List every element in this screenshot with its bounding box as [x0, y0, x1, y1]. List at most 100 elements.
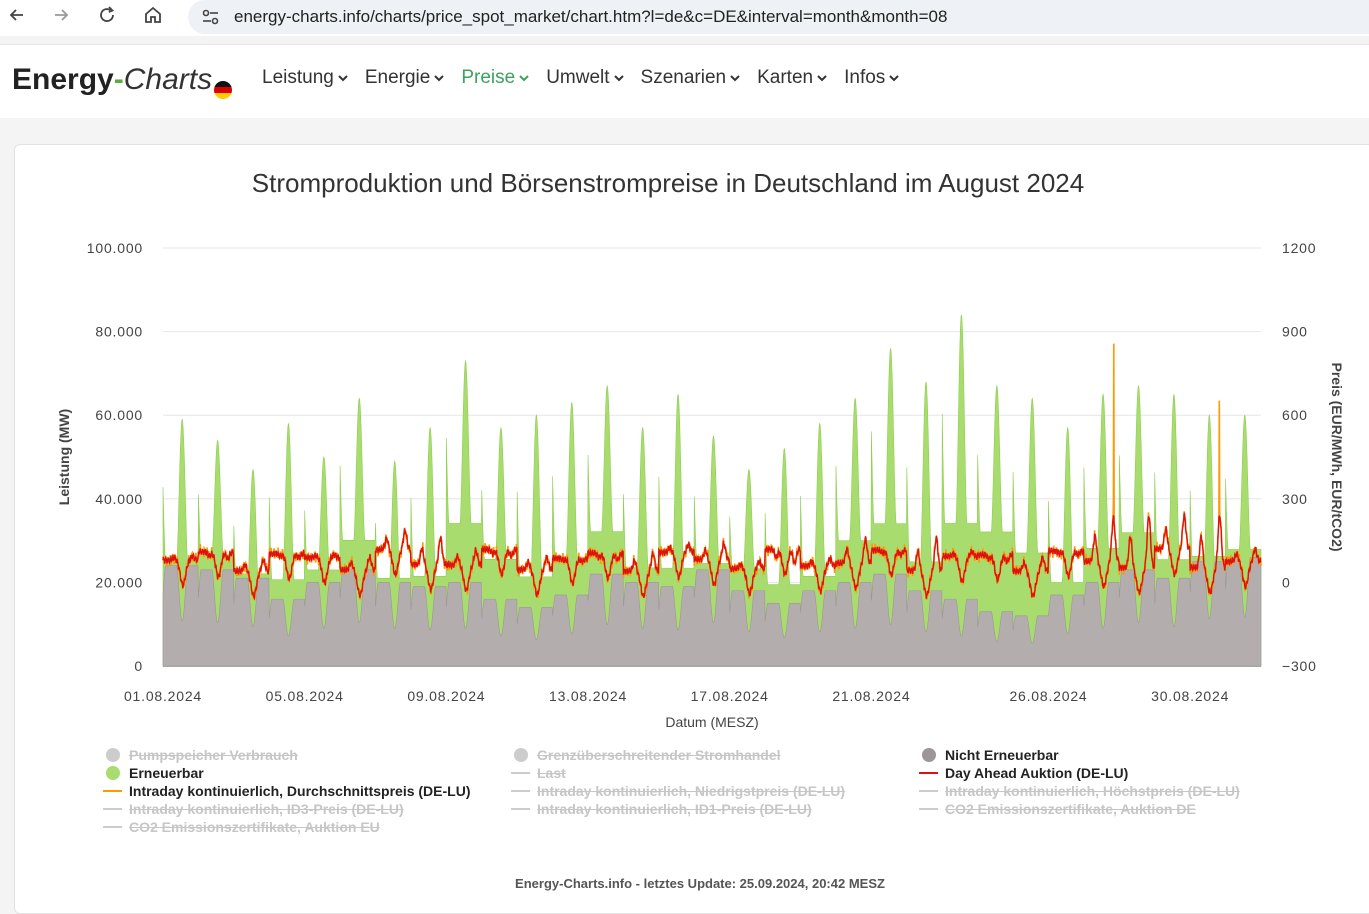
y-tick-label-left: 40.000: [95, 491, 143, 507]
back-icon[interactable]: [2, 0, 32, 30]
chevron-down-icon: [889, 75, 900, 82]
menu-item-infos[interactable]: Infos: [844, 67, 900, 89]
x-tick-label: 05.08.2024: [266, 688, 344, 704]
legend-item[interactable]: Intraday kontinuierlich, Niedrigstpreis …: [511, 782, 845, 800]
legend-dot-icon: [919, 748, 937, 762]
y-tick-label-right: 1200: [1282, 240, 1316, 256]
legend-item[interactable]: Grenzüberschreitender Stromhandel: [511, 746, 845, 764]
legend-label: CO2 Emissionszertifikate, Auktion DE: [945, 801, 1196, 817]
legend-line-icon: [511, 784, 530, 798]
menu-item-preise[interactable]: Preise: [461, 67, 530, 89]
menu-item-label: Karten: [757, 67, 814, 88]
x-axis-title: Datum (MESZ): [665, 714, 758, 730]
x-tick-label: 09.08.2024: [407, 688, 485, 704]
y-tick-label-left: 80.000: [95, 324, 143, 340]
x-tick-label: 30.08.2024: [1151, 688, 1229, 704]
menu-item-szenarien[interactable]: Szenarien: [641, 67, 742, 89]
legend-label: Nicht Erneuerbar: [945, 747, 1059, 763]
site-header: Energy-Charts Leistung Energie Preise Umwel…: [0, 44, 1369, 118]
legend-line-icon: [103, 820, 122, 834]
legend-item[interactable]: Intraday kontinuierlich, Höchstpreis (DE…: [919, 782, 1240, 800]
legend-line-icon: [103, 802, 122, 816]
x-tick-label: 26.08.2024: [1009, 688, 1087, 704]
legend-item[interactable]: Intraday kontinuierlich, ID1-Preis (DE-L…: [511, 800, 845, 818]
menu-item-label: Szenarien: [640, 67, 727, 88]
logo-dash: -: [113, 63, 124, 96]
logo-charts: Charts: [123, 63, 213, 96]
home-icon[interactable]: [138, 0, 168, 30]
menu-item-label: Preise: [461, 67, 516, 88]
legend-item[interactable]: Last: [511, 764, 845, 782]
chevron-down-icon: [434, 75, 445, 82]
series-erneuerbar-area[interactable]: [162, 314, 1262, 667]
legend-label: Intraday kontinuierlich, Durchschnittspr…: [129, 783, 471, 799]
legend-item[interactable]: CO2 Emissionszertifikate, Auktion DE: [919, 800, 1240, 818]
legend-item[interactable]: Erneuerbar: [103, 764, 471, 782]
chevron-down-icon: [613, 75, 624, 82]
legend-dot-icon: [511, 748, 529, 762]
legend-label: Intraday kontinuierlich, ID3-Preis (DE-L…: [129, 801, 404, 817]
legend-label: Grenzüberschreitender Stromhandel: [537, 747, 781, 763]
legend-label: Intraday kontinuierlich, Niedrigstpreis …: [537, 783, 846, 799]
main-menu: Leistung Energie Preise Umwelt Szenarien Kart…: [262, 67, 916, 89]
legend-line-icon: [511, 766, 530, 780]
legend-line-icon: [919, 784, 938, 798]
menu-item-label: Leistung: [262, 67, 334, 88]
menu-item-label: Infos: [844, 67, 886, 88]
y-tick-label-right: 600: [1282, 407, 1308, 423]
series-dayahead-line[interactable]: [162, 512, 1262, 601]
legend-line-icon: [919, 766, 938, 780]
legend-item[interactable]: Intraday kontinuierlich, ID3-Preis (DE-L…: [103, 800, 471, 818]
menu-item-label: Energie: [364, 67, 431, 88]
legend-dot-icon: [103, 748, 121, 762]
chevron-down-icon: [338, 75, 348, 82]
legend-item[interactable]: Nicht Erneuerbar: [919, 746, 1240, 764]
footer-update-info: Energy-Charts.info - letztes Update: 25.…: [515, 876, 885, 891]
y-tick-label-right: 300: [1282, 491, 1308, 507]
legend-label: Day Ahead Auktion (DE-LU): [945, 765, 1129, 781]
legend-item[interactable]: Intraday kontinuierlich, Durchschnittspr…: [103, 782, 471, 800]
y-tick-label-right: 0: [1282, 574, 1291, 590]
address-bar[interactable]: energy-charts.info/charts/price_spot_mar…: [188, 0, 1369, 34]
y-tick-label-left: 20.000: [95, 574, 143, 590]
legend-line-icon: [103, 784, 122, 798]
menu-item-energie[interactable]: Energie: [365, 67, 446, 89]
legend-line-icon: [919, 802, 938, 816]
german-flag-icon[interactable]: [214, 81, 232, 99]
chevron-down-icon: [817, 75, 827, 82]
menu-item-leistung[interactable]: Leistung: [262, 67, 349, 89]
chart-title: Stromproduktion und Börsenstrompreise in…: [251, 168, 1085, 198]
chevron-down-icon: [730, 75, 740, 82]
x-tick-label: 21.08.2024: [832, 688, 910, 704]
reload-icon[interactable]: [92, 0, 122, 30]
menu-item-umwelt[interactable]: Umwelt: [546, 67, 624, 89]
legend-column-3: Nicht Erneuerbar Day Ahead Auktion (DE-LU…: [919, 746, 1240, 818]
logo-energy: Energy: [12, 63, 114, 96]
x-tick-label: 17.08.2024: [691, 688, 769, 704]
legend-label: Intraday kontinuierlich, Höchstpreis (DE…: [945, 783, 1240, 799]
browser-toolbar: energy-charts.info/charts/price_spot_mar…: [0, 0, 1369, 36]
x-tick-label: 13.08.2024: [549, 688, 627, 704]
legend-item[interactable]: CO2 Emissionszertifikate, Auktion EU: [103, 818, 471, 836]
legend-label: Pumpspeicher Verbrauch: [129, 747, 298, 763]
menu-item-karten[interactable]: Karten: [757, 67, 828, 89]
url-text[interactable]: energy-charts.info/charts/price_spot_mar…: [234, 7, 948, 26]
legend-label: Intraday kontinuierlich, ID1-Preis (DE-L…: [537, 801, 812, 817]
y-tick-label-left: 0: [134, 658, 143, 674]
y-tick-label-right: 900: [1282, 324, 1308, 340]
legend-item[interactable]: Day Ahead Auktion (DE-LU): [919, 764, 1240, 782]
y-tick-label-left: 60.000: [95, 407, 143, 423]
y-tick-label-right: −300: [1282, 658, 1317, 674]
y-axis-title-left: Leistung (MW): [56, 409, 72, 505]
site-settings-icon[interactable]: [198, 4, 224, 30]
legend-item[interactable]: Pumpspeicher Verbrauch: [103, 746, 471, 764]
y-axis-title-right: Preis (EUR/MWh, EUR/tCO2): [1329, 362, 1345, 551]
y-tick-label-left: 100.000: [87, 240, 143, 256]
forward-icon[interactable]: [46, 0, 76, 30]
site-logo[interactable]: Energy-Charts: [12, 63, 212, 97]
legend-label: Last: [537, 765, 566, 781]
legend-column-2: Grenzüberschreitender Stromhandel Last Int…: [511, 746, 845, 818]
x-tick-label: 01.08.2024: [124, 688, 202, 704]
legend-label: CO2 Emissionszertifikate, Auktion EU: [129, 819, 380, 835]
